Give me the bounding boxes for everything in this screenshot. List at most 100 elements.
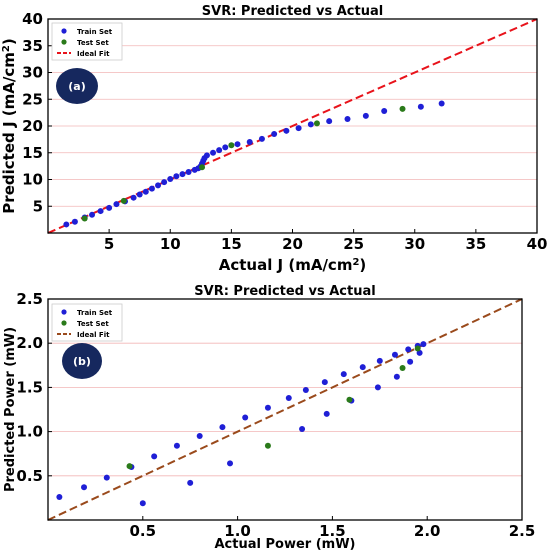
test-point (399, 105, 406, 112)
legend-label: Ideal Fit (77, 331, 110, 339)
test-point (81, 215, 88, 222)
legend-label: Test Set (77, 320, 109, 328)
x-tick-label: 1.5 (319, 522, 346, 540)
train-point (196, 433, 203, 440)
y-tick-label: 2.0 (16, 334, 43, 352)
test-point (264, 442, 271, 449)
x-tick-label: 2.5 (509, 522, 536, 540)
y-tick-label: 25 (22, 90, 43, 108)
ideal-fit-line (47, 18, 538, 234)
test-point (126, 463, 133, 470)
train-point (203, 152, 210, 159)
train-point (210, 149, 217, 156)
train-point (173, 442, 180, 449)
train-point (362, 112, 369, 119)
train-point (63, 221, 70, 228)
x-axis-label: Actual J (mA/cm2) (219, 256, 367, 274)
y-tick-label: 15 (22, 144, 43, 162)
train-point (246, 139, 253, 146)
y-tick-label: 40 (22, 10, 43, 28)
train-point (359, 364, 366, 371)
ideal-fit-line (47, 298, 523, 521)
x-tick-label: 1.0 (224, 522, 251, 540)
panel-a: SVR: Predicted vs Actual 5 10 15 20 25 30 35 40 5… (0, 4, 547, 274)
train-point (340, 371, 347, 378)
plot-frame (47, 298, 523, 521)
train-point (307, 121, 314, 128)
x-tick-label: 25 (343, 235, 364, 253)
train-point (374, 384, 381, 391)
legend-label: Test Set (77, 39, 109, 47)
train-point (113, 201, 120, 208)
train-point (285, 395, 292, 402)
train-point (161, 179, 168, 186)
y-axis-label: Predicted Power (mW) (3, 327, 18, 492)
legend-marker-test (61, 320, 67, 326)
train-point (219, 424, 226, 431)
y-tick-label: 1.0 (16, 423, 43, 441)
train-point (234, 141, 241, 148)
train-point (106, 204, 113, 211)
train-point (376, 357, 383, 364)
test-point (346, 396, 353, 403)
train-point (185, 169, 192, 176)
panel-label: (b) (73, 355, 91, 368)
y-tick-label: 2.5 (16, 290, 43, 308)
train-point (216, 147, 223, 154)
train-point (103, 474, 110, 481)
train-point (56, 494, 63, 501)
train-point (283, 127, 290, 134)
train-point (420, 341, 427, 348)
y-tick-label: 20 (22, 117, 43, 135)
train-point (227, 460, 234, 467)
x-tick-label: 15 (221, 235, 242, 253)
x-tick-label: 35 (465, 235, 486, 253)
train-point (148, 185, 155, 192)
panel-label: (a) (68, 80, 85, 93)
panel-badge (56, 68, 98, 104)
train-point (295, 125, 302, 132)
y-tick-label: 5 (33, 197, 43, 215)
chart-title: SVR: Predicted vs Actual (194, 284, 375, 299)
train-point (97, 208, 104, 215)
train-point (302, 387, 309, 394)
y-axis-label: Predicted J (mA/cm2) (0, 38, 18, 213)
train-point (323, 410, 330, 417)
test-point (120, 197, 127, 204)
legend-marker-test (61, 39, 67, 45)
x-tick-label: 0.5 (130, 522, 157, 540)
test-point (199, 164, 206, 171)
train-point (130, 194, 137, 201)
train-point (381, 108, 388, 115)
y-tick-label: 30 (22, 64, 43, 82)
legend-marker-train (61, 309, 67, 315)
train-point (173, 173, 180, 180)
chart-title: SVR: Predicted vs Actual (202, 4, 383, 19)
train-point (299, 425, 306, 432)
legend-label: Train Set (77, 309, 113, 317)
legend-marker-train (61, 28, 67, 34)
train-point (417, 103, 424, 110)
train-point (81, 484, 88, 491)
train-point (167, 175, 174, 182)
y-tick-label: 10 (22, 171, 43, 189)
x-tick-label: 10 (160, 235, 181, 253)
legend: Train Set Test Set Ideal Fit (51, 303, 123, 342)
train-point (321, 379, 328, 386)
x-tick-label: 5 (104, 235, 114, 253)
x-tick-label: 20 (282, 235, 303, 253)
train-point (155, 182, 162, 189)
train-point (326, 118, 333, 125)
test-point (399, 364, 406, 371)
train-point (222, 144, 229, 151)
train-point (438, 100, 445, 107)
legend: Train Set Test Set Ideal Fit (51, 22, 123, 61)
legend-label: Train Set (77, 28, 113, 36)
panel-b: SVR: Predicted vs Actual 0.5 1.0 1.5 2.0 2.5 0… (3, 284, 535, 552)
x-tick-label: 2.0 (414, 522, 441, 540)
x-tick-label: 30 (404, 235, 425, 253)
train-point (151, 453, 158, 460)
train-point (242, 414, 249, 421)
train-point (139, 500, 146, 507)
